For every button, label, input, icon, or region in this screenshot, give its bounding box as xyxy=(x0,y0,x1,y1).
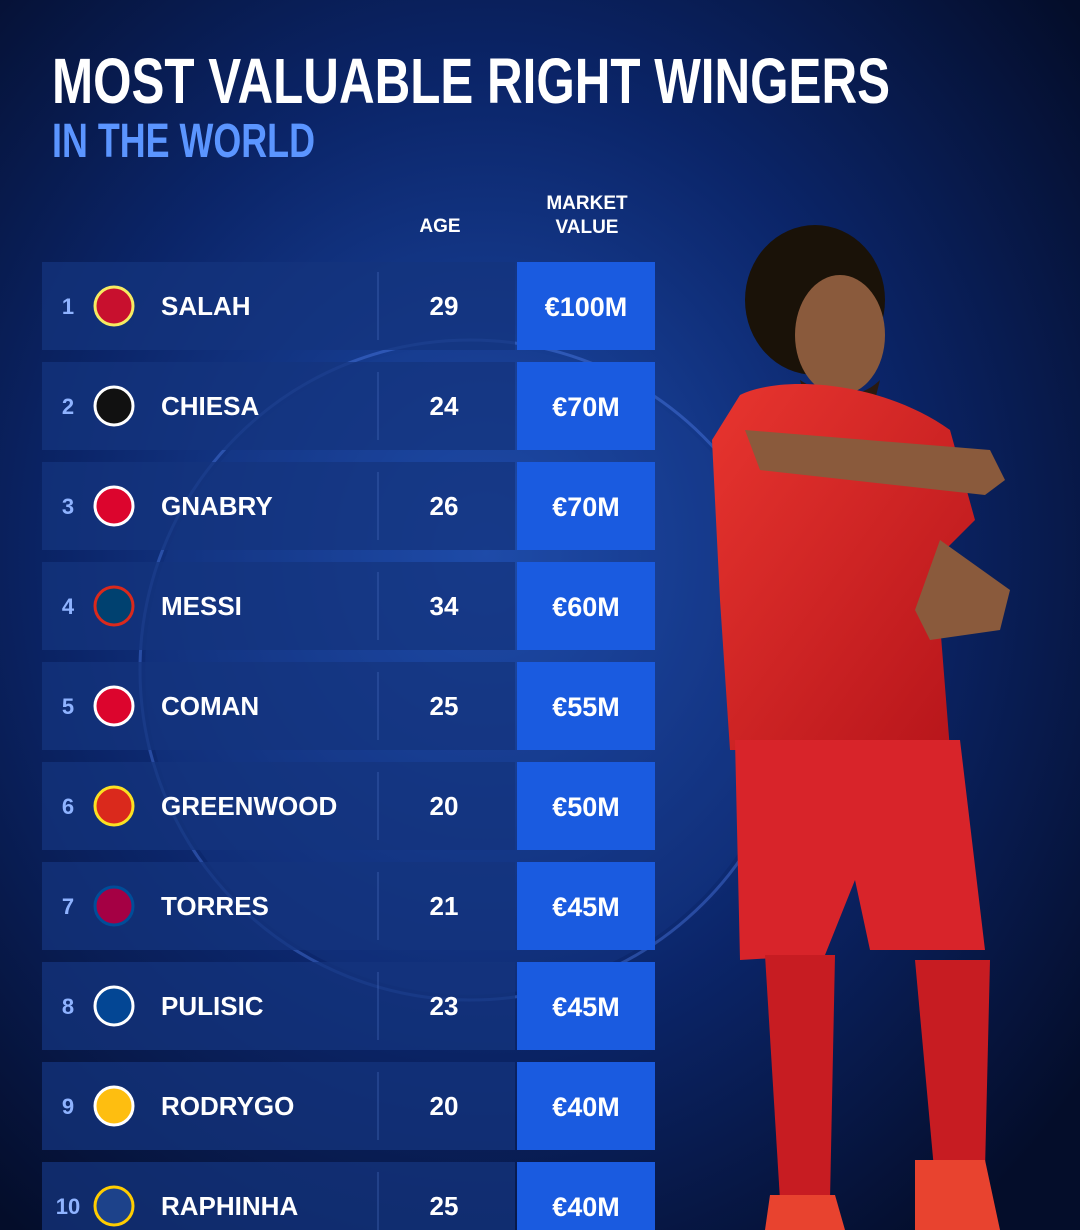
market-value: €70M xyxy=(552,492,620,522)
market-value: €50M xyxy=(552,792,620,822)
player-name: SALAH xyxy=(161,291,251,321)
player-name: CHIESA xyxy=(161,391,259,421)
player-name: MESSI xyxy=(161,591,242,621)
value-cell xyxy=(517,462,655,550)
club-logo xyxy=(93,585,135,627)
market-value: €40M xyxy=(552,1192,620,1222)
table-row: 6 GREENWOOD 20 €50M xyxy=(42,762,655,850)
table-row: 7 TORRES 21 €45M xyxy=(42,862,655,950)
club-logo xyxy=(93,1085,135,1127)
table-row: 8 PULISIC 23 €45M xyxy=(42,962,655,1050)
rank: 8 xyxy=(62,994,74,1019)
table-row: 2 CHIESA 24 €70M xyxy=(42,362,655,450)
value-cell xyxy=(517,762,655,850)
club-logo xyxy=(93,485,135,527)
table-row: 10 RAPHINHA 25 €40M xyxy=(42,1162,655,1230)
table: 1 SALAH 29 €100M 2 CHIESA 24 €70M 3 GNABRY 26 €70M 4… xyxy=(42,262,655,1230)
market-value: €45M xyxy=(552,992,620,1022)
left-leg xyxy=(765,955,835,1200)
age: 20 xyxy=(430,1091,459,1121)
rank: 7 xyxy=(62,894,74,919)
player-name: TORRES xyxy=(161,891,269,921)
rank: 3 xyxy=(62,494,74,519)
left-boot xyxy=(765,1195,845,1230)
age: 25 xyxy=(430,1191,459,1221)
table-row: 3 GNABRY 26 €70M xyxy=(42,462,655,550)
rank: 10 xyxy=(56,1194,80,1219)
player-name: PULISIC xyxy=(161,991,264,1021)
table-row: 1 SALAH 29 €100M xyxy=(42,262,655,350)
club-logo xyxy=(93,285,135,327)
table-row: 5 COMAN 25 €55M xyxy=(42,662,655,750)
age: 24 xyxy=(430,391,459,421)
club-logo xyxy=(93,1185,135,1227)
rank: 9 xyxy=(62,1094,74,1119)
age: 26 xyxy=(430,491,459,521)
forearm xyxy=(915,540,1010,640)
rank: 2 xyxy=(62,394,74,419)
player-name: GNABRY xyxy=(161,491,273,521)
market-value: €60M xyxy=(552,592,620,622)
value-cell xyxy=(517,562,655,650)
club-logo xyxy=(93,385,135,427)
value-cell xyxy=(517,662,655,750)
column-header: AGE xyxy=(419,216,461,237)
rank: 1 xyxy=(62,294,74,319)
rank: 6 xyxy=(62,794,74,819)
age: 23 xyxy=(430,991,459,1021)
column-header: MARKET VALUE xyxy=(546,193,628,238)
right-leg xyxy=(915,960,990,1180)
age: 29 xyxy=(430,291,459,321)
club-logo xyxy=(93,685,135,727)
market-value: €70M xyxy=(552,392,620,422)
face xyxy=(795,275,885,395)
rank: 5 xyxy=(62,694,74,719)
right-boot xyxy=(915,1160,1000,1230)
club-logo xyxy=(93,785,135,827)
rank: 4 xyxy=(62,594,75,619)
value-cell xyxy=(517,962,655,1050)
player-name: GREENWOOD xyxy=(161,791,337,821)
age: 34 xyxy=(430,591,459,621)
player-name: RODRYGO xyxy=(161,1091,294,1121)
age: 20 xyxy=(430,791,459,821)
age: 25 xyxy=(430,691,459,721)
club-logo xyxy=(93,985,135,1027)
arm xyxy=(745,430,1005,495)
title: MOST VALUABLE RIGHT WINGERS xyxy=(52,45,890,117)
player-name: RAPHINHA xyxy=(161,1191,298,1221)
market-value: €40M xyxy=(552,1092,620,1122)
value-cell xyxy=(517,1062,655,1150)
shorts xyxy=(735,740,985,960)
table-row: 4 MESSI 34 €60M xyxy=(42,562,655,650)
value-cell xyxy=(517,862,655,950)
value-cell xyxy=(517,1162,655,1230)
market-value: €100M xyxy=(545,292,628,322)
player-name: COMAN xyxy=(161,691,259,721)
value-cell xyxy=(517,362,655,450)
market-value: €45M xyxy=(552,892,620,922)
player-photo xyxy=(712,225,1010,1230)
age: 21 xyxy=(430,891,459,921)
market-value: €55M xyxy=(552,692,620,722)
table-row: 9 RODRYGO 20 €40M xyxy=(42,1062,655,1150)
club-logo xyxy=(93,885,135,927)
subtitle: IN THE WORLD xyxy=(52,115,315,168)
value-cell xyxy=(517,262,655,350)
